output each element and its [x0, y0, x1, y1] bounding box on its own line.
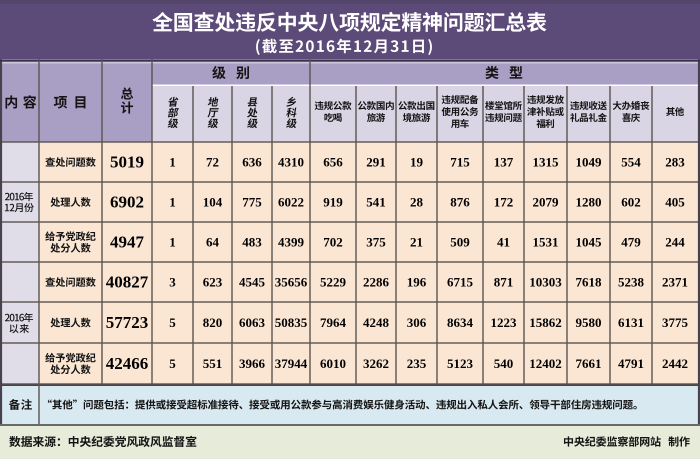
svg-text:1: 1 — [169, 194, 176, 209]
svg-text:3966: 3966 — [239, 356, 266, 371]
svg-text:2442: 2442 — [662, 356, 688, 371]
svg-text:540: 540 — [494, 356, 514, 371]
svg-text:42466: 42466 — [106, 354, 149, 373]
svg-text:64: 64 — [206, 234, 220, 249]
svg-text:375: 375 — [366, 234, 386, 249]
svg-text:623: 623 — [203, 274, 223, 289]
svg-text:72: 72 — [206, 154, 219, 169]
svg-text:7618: 7618 — [576, 274, 603, 289]
svg-text:1049: 1049 — [576, 154, 603, 169]
svg-text:196: 196 — [407, 274, 427, 289]
svg-text:40827: 40827 — [106, 273, 149, 292]
svg-text:4310: 4310 — [278, 154, 304, 169]
svg-text:876: 876 — [450, 194, 470, 209]
svg-text:50835: 50835 — [275, 315, 308, 330]
svg-text:636: 636 — [242, 154, 262, 169]
svg-text:551: 551 — [203, 356, 223, 371]
svg-text:57723: 57723 — [106, 313, 149, 332]
svg-text:1531: 1531 — [533, 234, 559, 249]
svg-text:1223: 1223 — [491, 315, 518, 330]
svg-text:244: 244 — [665, 234, 685, 249]
svg-text:702: 702 — [323, 234, 343, 249]
svg-text:28: 28 — [410, 194, 424, 209]
svg-text:10303: 10303 — [529, 274, 562, 289]
svg-text:5238: 5238 — [618, 274, 645, 289]
svg-text:3775: 3775 — [662, 315, 689, 330]
svg-text:483: 483 — [242, 234, 262, 249]
svg-text:509: 509 — [450, 234, 470, 249]
svg-text:871: 871 — [494, 274, 514, 289]
svg-text:2079: 2079 — [533, 194, 560, 209]
svg-text:541: 541 — [366, 194, 386, 209]
svg-text:35656: 35656 — [275, 274, 308, 289]
svg-text:7964: 7964 — [320, 315, 347, 330]
svg-text:6131: 6131 — [618, 315, 644, 330]
svg-text:4399: 4399 — [278, 234, 305, 249]
svg-text:5: 5 — [169, 315, 176, 330]
svg-text:4791: 4791 — [618, 356, 644, 371]
svg-text:479: 479 — [621, 234, 641, 249]
svg-text:554: 554 — [621, 154, 641, 169]
svg-text:820: 820 — [203, 315, 223, 330]
svg-text:104: 104 — [203, 194, 223, 209]
svg-text:1045: 1045 — [576, 234, 603, 249]
svg-text:6715: 6715 — [447, 274, 474, 289]
svg-text:1: 1 — [169, 234, 176, 249]
svg-text:37944: 37944 — [275, 356, 308, 371]
svg-text:1280: 1280 — [576, 194, 602, 209]
svg-text:3: 3 — [169, 274, 176, 289]
svg-text:7661: 7661 — [576, 356, 602, 371]
svg-text:6063: 6063 — [239, 315, 266, 330]
svg-text:405: 405 — [665, 194, 685, 209]
svg-text:1: 1 — [169, 154, 176, 169]
svg-text:6022: 6022 — [278, 194, 304, 209]
svg-text:1315: 1315 — [533, 154, 560, 169]
svg-text:21: 21 — [410, 234, 423, 249]
svg-text:4545: 4545 — [239, 274, 266, 289]
svg-text:6010: 6010 — [320, 356, 346, 371]
svg-text:602: 602 — [621, 194, 641, 209]
svg-text:5019: 5019 — [110, 153, 144, 172]
svg-text:15862: 15862 — [529, 315, 562, 330]
svg-text:137: 137 — [494, 154, 514, 169]
svg-text:2371: 2371 — [662, 274, 688, 289]
svg-text:2286: 2286 — [363, 274, 390, 289]
svg-text:306: 306 — [407, 315, 427, 330]
svg-text:6902: 6902 — [110, 193, 144, 212]
svg-text:172: 172 — [494, 194, 514, 209]
svg-text:9580: 9580 — [576, 315, 602, 330]
svg-text:19: 19 — [410, 154, 424, 169]
svg-text:5: 5 — [169, 356, 176, 371]
svg-text:5229: 5229 — [320, 274, 347, 289]
svg-text:919: 919 — [323, 194, 343, 209]
svg-text:41: 41 — [497, 234, 510, 249]
svg-text:291: 291 — [366, 154, 386, 169]
svg-text:775: 775 — [242, 194, 262, 209]
svg-text:283: 283 — [665, 154, 685, 169]
svg-text:656: 656 — [323, 154, 343, 169]
svg-text:4248: 4248 — [363, 315, 390, 330]
svg-text:4947: 4947 — [110, 233, 145, 252]
svg-text:12402: 12402 — [529, 356, 562, 371]
svg-text:8634: 8634 — [447, 315, 474, 330]
svg-text:3262: 3262 — [363, 356, 389, 371]
svg-text:715: 715 — [450, 154, 470, 169]
svg-text:5123: 5123 — [447, 356, 474, 371]
svg-text:235: 235 — [407, 356, 427, 371]
